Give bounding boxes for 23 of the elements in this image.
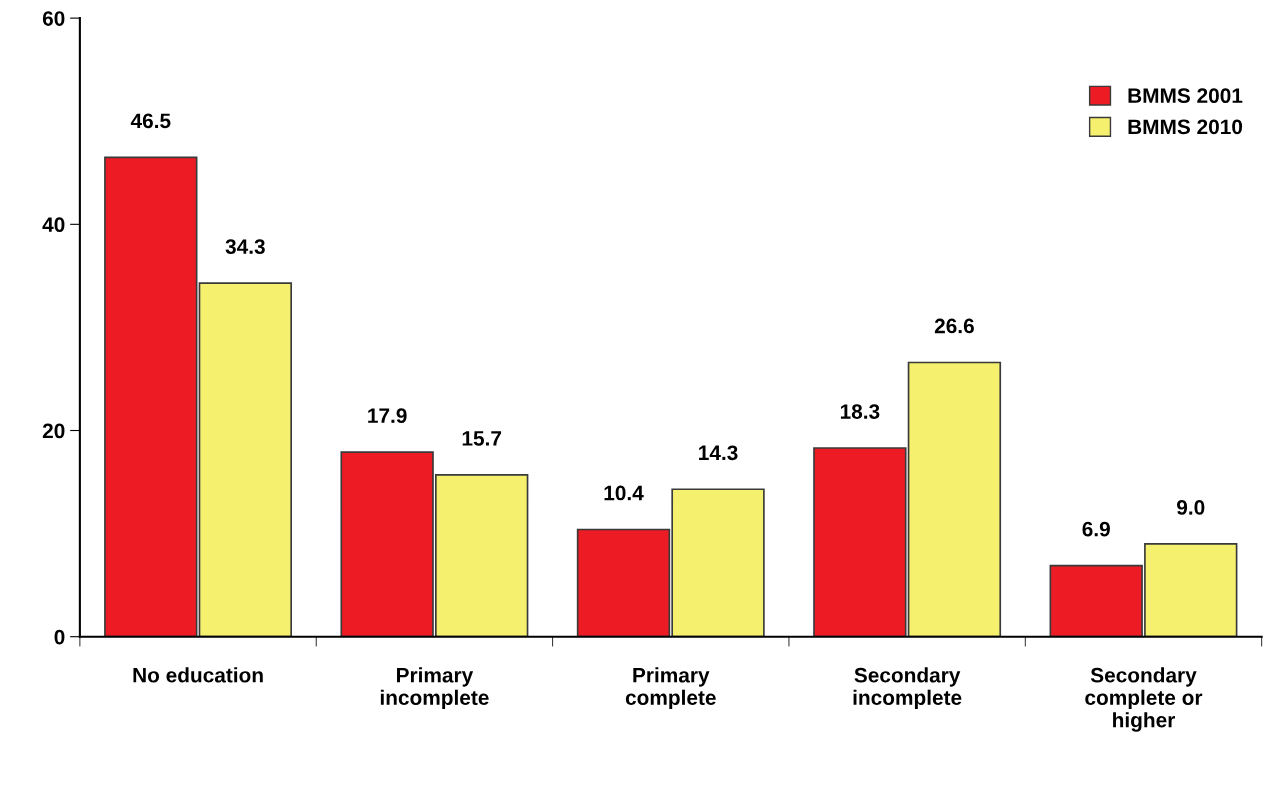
data-label: 46.5	[130, 113, 171, 129]
data-label: 6.9	[1082, 521, 1110, 537]
y-tick-label: 20	[42, 423, 65, 439]
data-label: 10.4	[604, 485, 644, 501]
x-tick-label: Primary complete	[625, 667, 716, 710]
data-label: 34.3	[225, 239, 265, 254]
data-label: 14.3	[699, 445, 738, 461]
data-label: 18.3	[840, 404, 880, 419]
data-label: 17.9	[368, 408, 407, 424]
bar	[198, 282, 293, 637]
x-tick-label: No education	[133, 667, 263, 683]
y-tick-label: 40	[42, 217, 65, 233]
data-label: 9.0	[1177, 500, 1205, 515]
x-tick-label: Primary incomplete	[380, 667, 489, 710]
data-label: 15.7	[462, 431, 502, 446]
x-tick-label: Secondary complete or higher	[1085, 667, 1203, 732]
y-tick-label: 0	[54, 629, 65, 645]
legend-label: BMMS 2010	[1128, 119, 1243, 135]
bar	[104, 156, 198, 637]
legend-label: BMMS 2001	[1128, 88, 1243, 104]
x-tick-label: Secondary incomplete	[853, 667, 962, 710]
y-tick-label: 60	[42, 11, 65, 26]
data-label: 26.6	[934, 318, 974, 334]
